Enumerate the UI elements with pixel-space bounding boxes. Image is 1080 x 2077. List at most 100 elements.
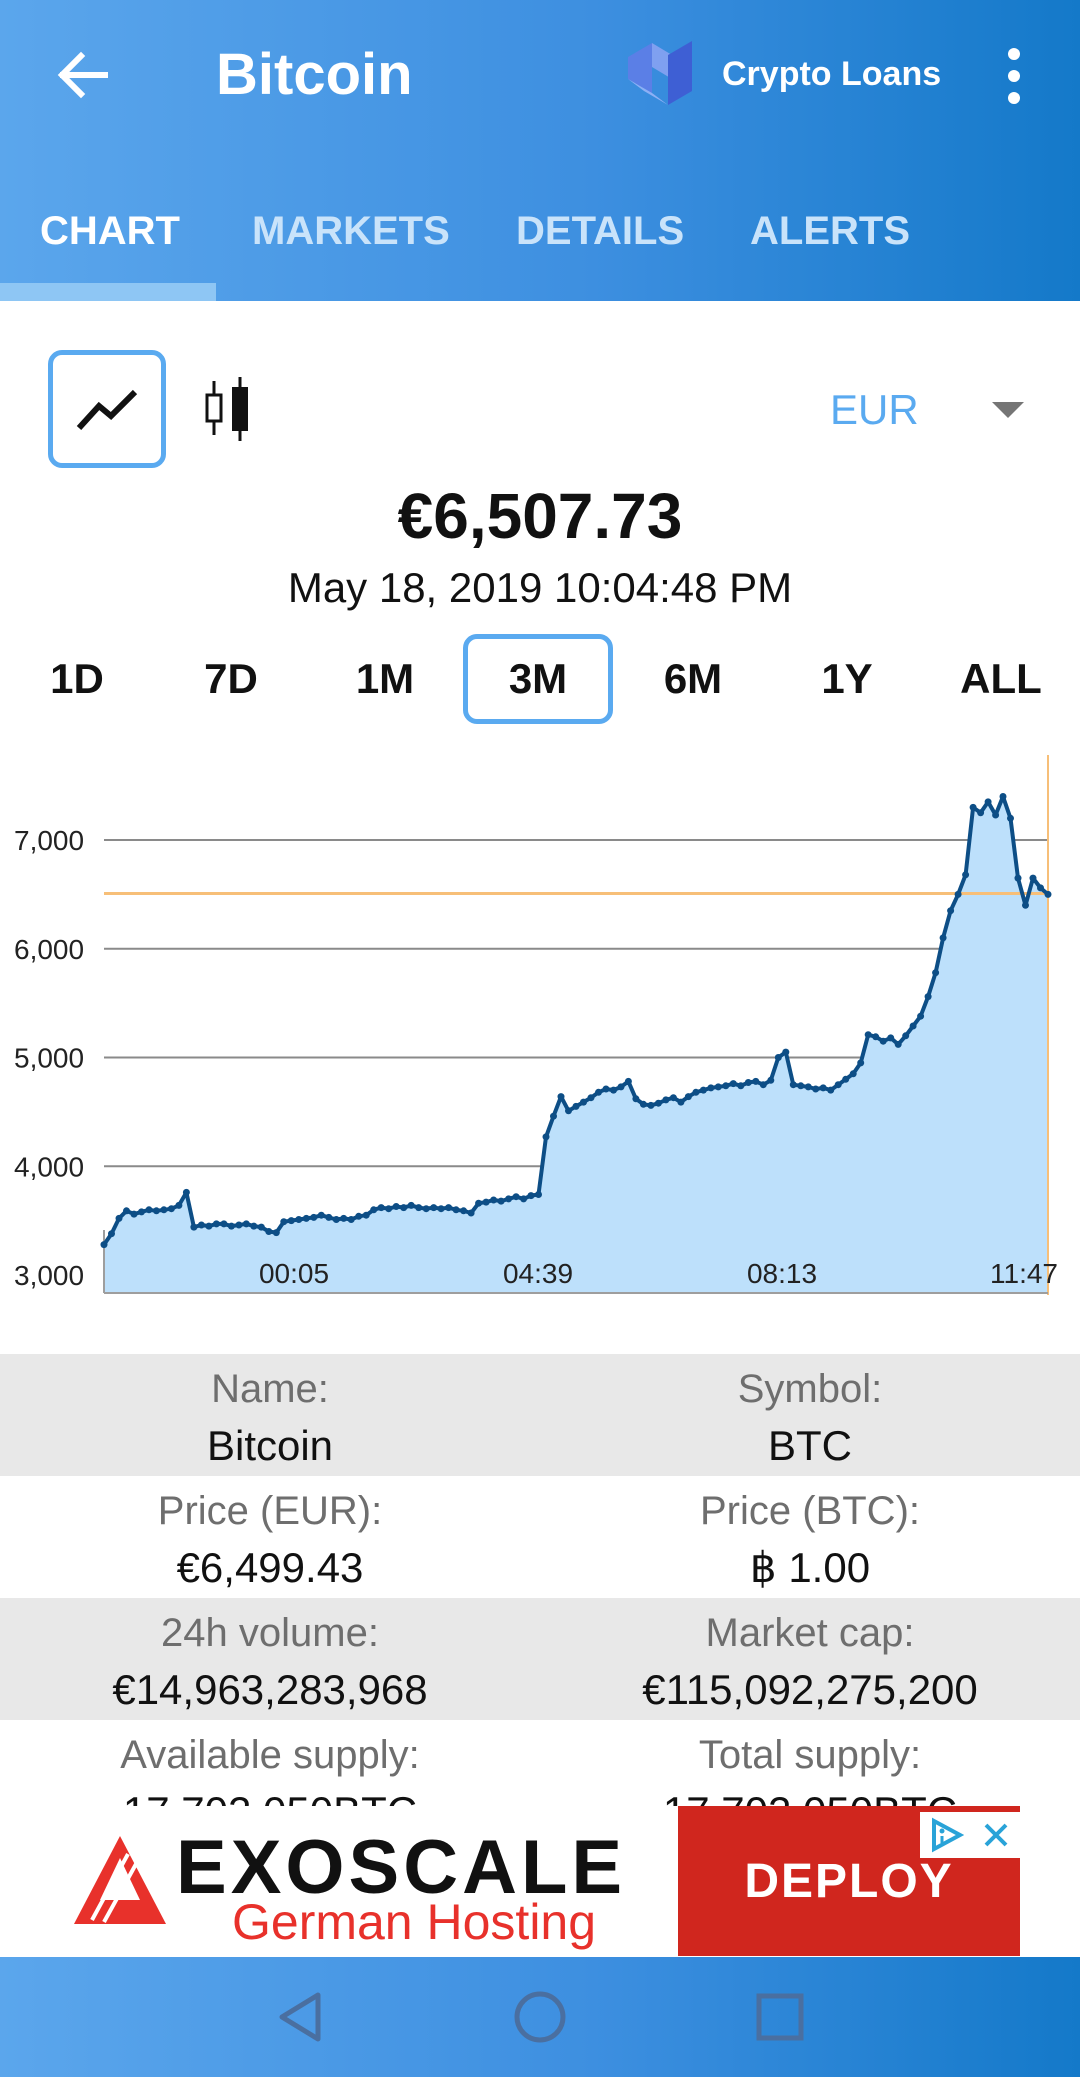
chart-data-point (100, 1241, 108, 1249)
chart-data-point (325, 1213, 333, 1221)
chart-data-point (932, 969, 940, 977)
chart-data-point (377, 1204, 385, 1212)
candlestick-chart-toggle[interactable] (196, 370, 260, 450)
chart-data-point (385, 1205, 393, 1213)
tab-markets[interactable]: MARKETS (252, 209, 450, 253)
chart-data-point (1014, 874, 1022, 882)
current-price: €6,507.73 (397, 480, 683, 552)
chart-data-point (1029, 874, 1037, 882)
chart-data-point (647, 1101, 655, 1109)
line-chart-toggle[interactable] (48, 350, 166, 468)
chart-data-point (879, 1037, 887, 1045)
y-tick-label: 3,000 (14, 1260, 84, 1291)
circle-home-icon (514, 1991, 566, 2043)
x-tick-label: 04:39 (503, 1258, 573, 1289)
chart-data-point (610, 1086, 617, 1094)
more-options-icon[interactable] (990, 36, 1038, 116)
chart-data-point (587, 1094, 595, 1102)
tab-details[interactable]: DETAILS (516, 209, 685, 253)
chart-data-point (467, 1209, 475, 1217)
chart-data-point (624, 1077, 632, 1085)
close-icon[interactable] (980, 1819, 1012, 1851)
chart-data-point (580, 1098, 587, 1106)
chart-data-point (595, 1088, 602, 1096)
y-tick-label: 6,000 (14, 934, 84, 965)
range-1m[interactable]: 1M (355, 655, 415, 702)
info-value: €6,499.43 (176, 1544, 364, 1591)
nav-home-button[interactable] (500, 1977, 580, 2057)
range-1d[interactable]: 1D (50, 655, 104, 702)
crypto-loans-button[interactable]: Crypto Loans (622, 36, 941, 112)
nav-back-button[interactable] (260, 1977, 340, 2057)
chart-data-point (992, 811, 1000, 819)
info-row: Price (EUR): €6,499.43 Price (BTC): ฿ 1.… (0, 1476, 1080, 1598)
chart-data-point (175, 1201, 183, 1209)
chart-data-point (804, 1083, 812, 1091)
chart-data-point (602, 1085, 610, 1093)
chart-data-point (812, 1085, 820, 1093)
ad-choices-icon (932, 1817, 964, 1853)
info-label: Market cap: (705, 1611, 915, 1655)
chart-data-point (400, 1204, 408, 1212)
chart-data-point (977, 809, 985, 817)
chart-data-point (542, 1133, 550, 1141)
chart-data-point (857, 1059, 865, 1067)
chart-area-fill (104, 796, 1048, 1293)
ad-banner[interactable]: EXOSCALE German Hosting DEPLOY (0, 1806, 1080, 1956)
square-recents-icon (756, 1993, 804, 2041)
chart-data-point (482, 1198, 490, 1206)
chart-data-point (212, 1220, 220, 1228)
info-label: Total supply: (698, 1733, 922, 1777)
chart-data-point (557, 1093, 565, 1101)
chart-data-point (939, 934, 947, 942)
range-all[interactable]: ALL (960, 655, 1042, 702)
info-cell-price-eur: Price (EUR): €6,499.43 (0, 1476, 540, 1598)
range-3m[interactable]: 3M (463, 634, 613, 724)
exoscale-logo-icon (74, 1836, 166, 1924)
back-button[interactable] (40, 32, 126, 118)
chart-data-point (295, 1216, 303, 1223)
chart-data-point (954, 890, 962, 898)
chart-data-point (669, 1094, 677, 1102)
ad-brand: EXOSCALE (176, 1825, 627, 1910)
tab-alerts[interactable]: ALERTS (750, 209, 910, 253)
range-7d[interactable]: 7D (204, 655, 258, 702)
chart-data-point (520, 1195, 528, 1203)
chart-data-point (407, 1201, 415, 1209)
chart-data-point (160, 1206, 168, 1214)
range-1y[interactable]: 1Y (821, 655, 873, 702)
ad-deploy-button[interactable]: DEPLOY (678, 1806, 1020, 1956)
chart-data-point (842, 1075, 850, 1083)
tab-chart[interactable]: CHART (40, 209, 180, 253)
chart-data-point (902, 1032, 910, 1040)
chart-data-point (759, 1081, 767, 1089)
y-tick-label: 4,000 (14, 1151, 84, 1182)
chart-data-point (437, 1205, 445, 1213)
arrow-left-icon (57, 51, 108, 99)
info-label: Symbol: (737, 1367, 883, 1411)
chart-data-point (392, 1203, 400, 1210)
chart-data-point (684, 1093, 692, 1101)
chart-data-point (460, 1207, 468, 1215)
nav-recents-button[interactable] (740, 1977, 820, 2057)
ad-choices-badge[interactable] (920, 1812, 1020, 1858)
currency-selector[interactable]: EUR (830, 386, 919, 433)
chart-data-point (310, 1213, 318, 1221)
app-bar: Bitcoin Crypto Loans CHART MARKETS DETAI… (0, 0, 1080, 301)
chart-data-point (849, 1070, 857, 1078)
dropdown-caret-icon[interactable] (992, 402, 1024, 418)
price-chart[interactable]: 7,000 6,000 5,000 4,000 3,000 00:05 04:39 08:1… (0, 740, 1080, 1300)
info-value: Bitcoin (206, 1422, 334, 1469)
chart-data-point (632, 1095, 640, 1103)
range-6m[interactable]: 6M (663, 655, 723, 702)
price-timestamp: May 18, 2019 10:04:48 PM (287, 564, 793, 611)
time-range-selector: 1D 7D 1M 3M 6M 1Y ALL (0, 634, 1080, 724)
info-cell-price-btc: Price (BTC): ฿ 1.00 (540, 1476, 1080, 1598)
chart-data-point (182, 1188, 190, 1196)
chart-data-point (317, 1211, 325, 1219)
chart-data-point (535, 1191, 542, 1198)
x-tick-label: 11:47 (990, 1258, 1058, 1289)
chart-data-point (355, 1212, 363, 1220)
chart-data-point (752, 1077, 760, 1085)
chart-data-point (662, 1096, 670, 1104)
